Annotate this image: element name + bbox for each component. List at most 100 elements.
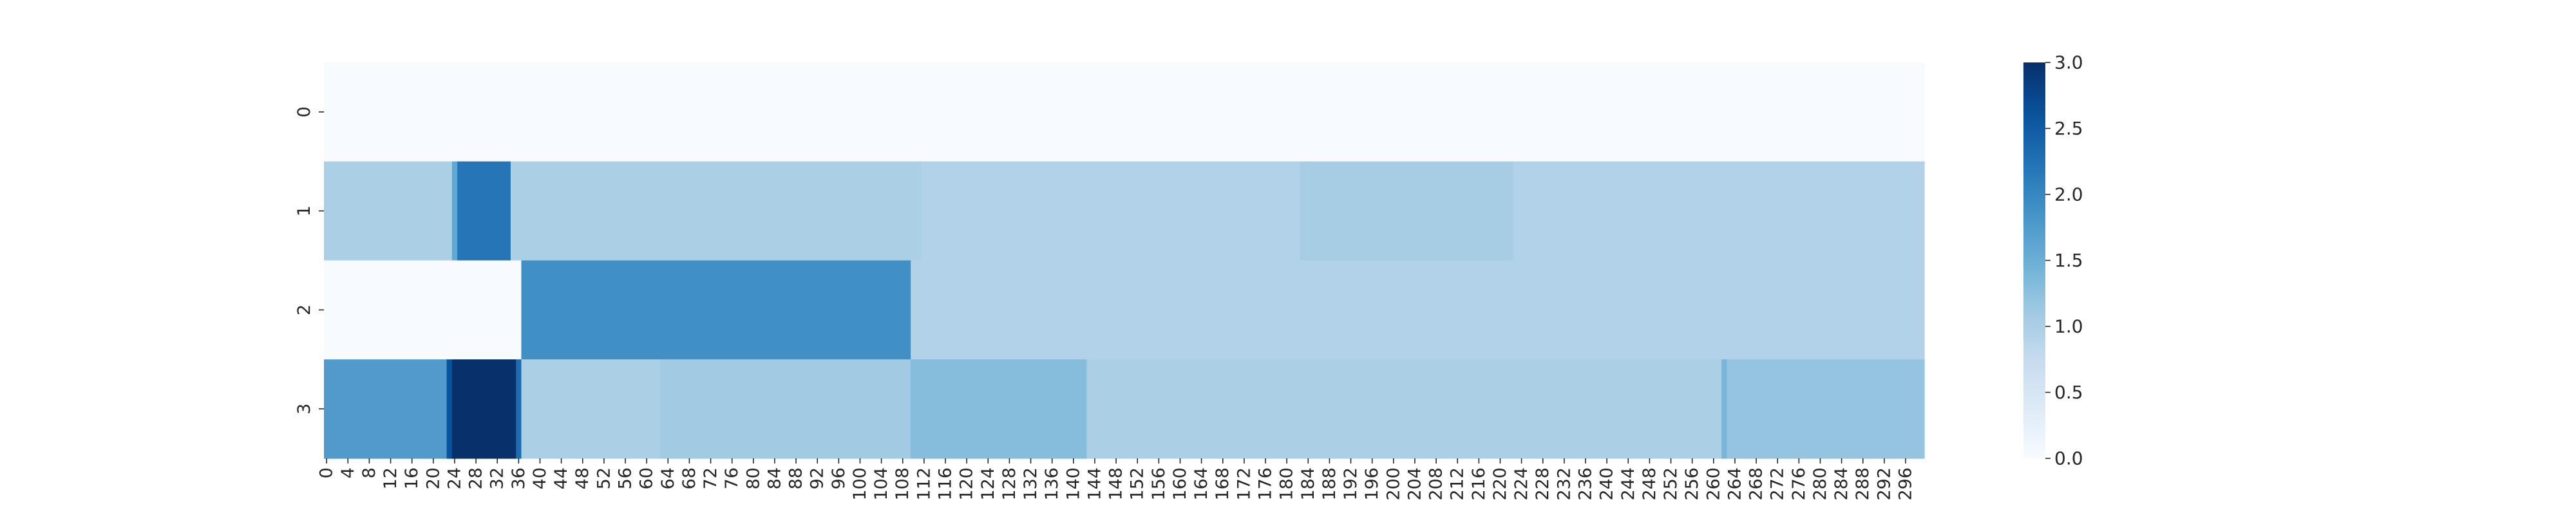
x-tick-label: 200 xyxy=(1383,467,1403,501)
x-tick-label: 36 xyxy=(509,467,529,489)
x-tick-label: 16 xyxy=(402,467,422,489)
x-tick-label: 248 xyxy=(1640,467,1660,501)
x-tick-label: 168 xyxy=(1213,467,1233,501)
x-tick-label: 40 xyxy=(530,467,550,489)
x-tick-label: 48 xyxy=(573,467,592,489)
x-tick-label: 280 xyxy=(1810,467,1830,501)
x-tick-label: 124 xyxy=(978,467,998,501)
heatmap-cell-row-3-seg-6 xyxy=(911,359,1088,459)
heatmap-cell-row-2-seg-0 xyxy=(324,260,522,360)
x-tick-label: 116 xyxy=(936,467,956,501)
colorbar-tick-label: 0.0 xyxy=(2054,448,2083,469)
x-tick-label: 84 xyxy=(764,467,784,489)
y-tick-label: 3 xyxy=(294,404,314,415)
x-tick-label: 160 xyxy=(1170,467,1190,501)
x-tick-label: 212 xyxy=(1448,467,1468,501)
colorbar-tick-label: 1.5 xyxy=(2054,250,2083,271)
x-tick-label: 292 xyxy=(1874,467,1894,501)
heatmap-cell-row-3-seg-0 xyxy=(324,359,448,459)
x-tick-label: 172 xyxy=(1234,467,1254,501)
x-tick-label: 164 xyxy=(1191,467,1211,501)
x-tick-label: 228 xyxy=(1533,467,1553,501)
x-tick-label: 220 xyxy=(1490,467,1510,501)
x-tick-label: 236 xyxy=(1576,467,1596,501)
heatmap-cell-row-1-seg-3 xyxy=(510,161,922,261)
colorbar: 0.0 0.5 1.0 1.5 2.0 2.5 3.0 xyxy=(2023,52,2083,469)
x-tick-label: 288 xyxy=(1853,467,1873,501)
y-tick-label: 2 xyxy=(294,304,314,315)
x-tick-label: 240 xyxy=(1597,467,1617,501)
x-tick-label: 148 xyxy=(1106,467,1126,501)
x-tick-label: 176 xyxy=(1256,467,1276,501)
heatmap-cell-row-3-seg-8 xyxy=(1721,359,1728,459)
x-tick-label: 144 xyxy=(1084,467,1104,501)
x-tick-label: 264 xyxy=(1725,467,1745,501)
x-tick-label: 64 xyxy=(658,467,678,489)
heatmap-cell-row-2-seg-2 xyxy=(911,260,1925,360)
colorbar-tick-label: 2.0 xyxy=(2054,184,2083,205)
x-tick-label: 60 xyxy=(637,467,657,489)
heatmap-cell-row-2-seg-1 xyxy=(521,260,911,360)
x-tick-label: 244 xyxy=(1618,467,1638,501)
x-tick-label: 80 xyxy=(743,467,763,489)
heatmap-cell-row-3-seg-1 xyxy=(446,359,453,459)
heatmap-cell-row-3-seg-5 xyxy=(659,359,911,459)
heatmap-cell-row-1-seg-4 xyxy=(921,161,1301,261)
y-tick-label: 1 xyxy=(294,205,314,216)
x-tick-label: 276 xyxy=(1789,467,1809,501)
colorbar-tick-label: 0.5 xyxy=(2054,382,2083,403)
x-tick-label: 0 xyxy=(317,467,337,478)
x-tick-label: 232 xyxy=(1554,467,1574,501)
heatmap-cell-row-1-seg-1 xyxy=(451,161,458,261)
x-tick-label: 108 xyxy=(893,467,913,501)
colorbar-gradient xyxy=(2023,62,2045,458)
colorbar-tick-label: 3.0 xyxy=(2054,52,2083,73)
x-tick-label: 104 xyxy=(871,467,891,501)
x-tick-label: 68 xyxy=(679,467,699,489)
x-tick-label: 268 xyxy=(1747,467,1766,501)
y-tick-label: 0 xyxy=(294,106,314,117)
x-tick-label: 284 xyxy=(1832,467,1852,501)
x-tick-label: 224 xyxy=(1511,467,1531,501)
x-tick-label: 136 xyxy=(1042,467,1062,501)
x-tick-label: 32 xyxy=(488,467,507,489)
x-tick-label: 192 xyxy=(1341,467,1361,501)
x-tick-label: 208 xyxy=(1426,467,1446,501)
x-tick-label: 188 xyxy=(1320,467,1340,501)
x-tick-label: 252 xyxy=(1661,467,1681,501)
x-tick-label: 152 xyxy=(1128,467,1148,501)
heatmap-cell-row-1-seg-0 xyxy=(324,161,453,261)
x-tick-label: 96 xyxy=(829,467,849,489)
heatmap-cell-row-3-seg-4 xyxy=(521,359,661,459)
x-tick-label: 132 xyxy=(1021,467,1041,501)
x-tick-label: 204 xyxy=(1405,467,1425,501)
x-tick-label: 184 xyxy=(1298,467,1318,501)
colorbar-tick-label: 1.0 xyxy=(2054,316,2083,337)
x-tick-label: 76 xyxy=(722,467,742,489)
x-tick-label: 128 xyxy=(999,467,1019,501)
x-tick-label: 260 xyxy=(1703,467,1723,501)
x-tick-label: 256 xyxy=(1682,467,1702,501)
heatmap-cell-row-3-seg-3 xyxy=(516,359,522,459)
heatmap-cell-row-3-seg-2 xyxy=(451,359,516,459)
x-tick-label: 28 xyxy=(466,467,486,489)
x-tick-label: 44 xyxy=(551,467,571,489)
x-tick-label: 20 xyxy=(423,467,443,489)
x-tick-label: 92 xyxy=(808,467,828,489)
heatmap-cell-row-3-seg-9 xyxy=(1727,359,1925,459)
x-tick-label: 8 xyxy=(359,467,379,478)
y-axis: 0 1 2 3 xyxy=(294,106,324,415)
x-tick-label: 112 xyxy=(914,467,934,501)
heatmap-cell-row-1-seg-2 xyxy=(457,161,511,261)
x-tick-label: 88 xyxy=(786,467,806,489)
x-tick-label: 120 xyxy=(957,467,977,501)
heatmap-cell-row-1-seg-6 xyxy=(1513,161,1925,261)
heatmap-cell-row-1-seg-5 xyxy=(1300,161,1514,261)
heatmap-cell-row-0-seg-0 xyxy=(324,62,1925,162)
x-tick-label: 272 xyxy=(1768,467,1788,501)
x-tick-label: 156 xyxy=(1149,467,1169,501)
x-tick-label: 216 xyxy=(1469,467,1489,501)
x-tick-label: 140 xyxy=(1063,467,1083,501)
x-tick-label: 52 xyxy=(594,467,614,489)
